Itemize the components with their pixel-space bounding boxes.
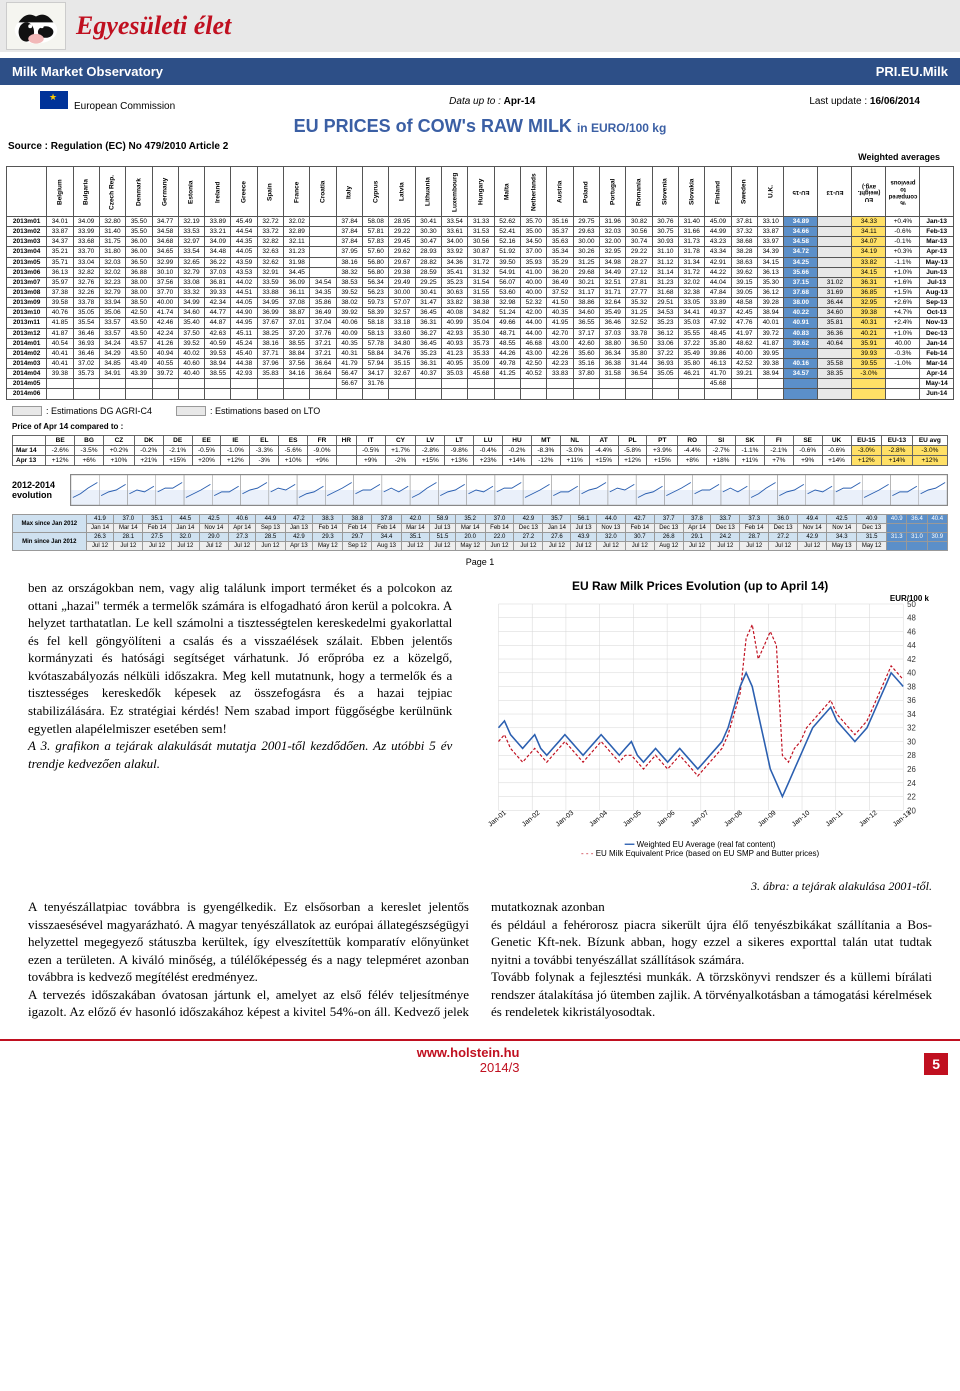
source-line: Source : Regulation (EC) No 479/2010 Art… xyxy=(8,141,960,152)
obs-right: PRI.EU.Milk xyxy=(876,64,948,79)
article-body: ben az országokban nem, vagy alig találu… xyxy=(0,579,960,894)
observatory-bar: Milk Market Observatory PRI.EU.Milk xyxy=(0,58,960,85)
eu-flag-icon xyxy=(40,91,68,109)
svg-text:22: 22 xyxy=(907,793,916,802)
compare-table: BEBGCZDKDEEEIEELESFRHRITCYLVLTLUHUMTNLAT… xyxy=(12,435,948,466)
svg-text:Jan-08: Jan-08 xyxy=(724,810,745,829)
svg-text:Jan-07: Jan-07 xyxy=(690,810,711,829)
svg-text:Jan-01: Jan-01 xyxy=(487,810,508,829)
chart2-title: EU Raw Milk Prices Evolution (up to Apri… xyxy=(468,579,932,593)
article-lower: A tenyészállatpiac továbbra is gyengélke… xyxy=(0,898,960,1021)
svg-text:44: 44 xyxy=(907,641,916,650)
svg-text:36: 36 xyxy=(907,696,916,705)
compare-label: Price of Apr 14 compared to : xyxy=(12,422,948,431)
svg-text:Jan-03: Jan-03 xyxy=(555,810,576,829)
svg-text:40: 40 xyxy=(907,669,916,678)
chart-main-title: EU PRICES of COW's RAW MILK in EURO/100 … xyxy=(0,116,960,137)
svg-text:34: 34 xyxy=(907,710,916,719)
evolution-sparklines: 2012-2014 evolution xyxy=(12,474,948,506)
svg-text:48: 48 xyxy=(907,614,916,623)
svg-text:32: 32 xyxy=(907,724,916,733)
svg-text:28: 28 xyxy=(907,751,916,760)
footer-url: www.holstein.hu xyxy=(417,1045,520,1060)
svg-text:Jan-02: Jan-02 xyxy=(521,810,542,829)
svg-text:Jan-04: Jan-04 xyxy=(589,810,610,829)
chart2-caption: 3. ábra: a tejárak alakulása 2001-től. xyxy=(468,879,932,894)
svg-text:46: 46 xyxy=(907,628,916,637)
obs-left: Milk Market Observatory xyxy=(12,64,163,79)
svg-text:Jan-12: Jan-12 xyxy=(859,810,880,829)
last-update: 16/06/2014 xyxy=(870,96,920,107)
footer-date: 2014/3 xyxy=(417,1060,520,1075)
svg-text:Jan-10: Jan-10 xyxy=(791,810,812,829)
minmax-table: Max since Jan 201241.937.035.144.542.540… xyxy=(12,514,948,551)
price-table: BelgiumBulgariaCzech Rep.DenmarkGermanyE… xyxy=(6,166,954,400)
svg-text:24: 24 xyxy=(907,779,916,788)
data-upto: Apr-14 xyxy=(504,96,536,107)
page-number-badge: 5 xyxy=(924,1053,948,1075)
section-title: Egyesületi élet xyxy=(76,11,231,41)
svg-text:Jan-13: Jan-13 xyxy=(892,810,913,829)
svg-text:Jan-11: Jan-11 xyxy=(825,810,845,829)
embedded-page-number: Page 1 xyxy=(0,557,960,567)
svg-text:Jan-09: Jan-09 xyxy=(757,810,778,829)
weighted-avg-label: Weighted averages xyxy=(0,152,940,162)
cow-logo xyxy=(6,2,66,50)
svg-text:Jan-06: Jan-06 xyxy=(656,810,677,829)
ec-meta-row: European Commission Data up to : Apr-14 … xyxy=(0,85,960,112)
page-footer: www.holstein.hu 2014/3 5 xyxy=(0,1039,960,1083)
chart2-legend: ━━ Weighted EU Average (real fat content… xyxy=(469,840,931,858)
ec-label: European Commission xyxy=(74,101,175,112)
magazine-header: Egyesületi élet xyxy=(0,0,960,52)
svg-text:Jan-05: Jan-05 xyxy=(622,810,643,829)
raw-milk-evolution-chart: EUR/100 k 202224262830323436384042444648… xyxy=(468,595,932,875)
left-column: ben az országokban nem, vagy alig találu… xyxy=(28,579,452,894)
svg-text:30: 30 xyxy=(907,738,916,747)
right-column-chart: EU Raw Milk Prices Evolution (up to Apri… xyxy=(468,579,932,894)
svg-text:38: 38 xyxy=(907,683,916,692)
estimation-legend: : Estimations DG AGRI-C4 : Estimations b… xyxy=(12,406,948,417)
svg-text:26: 26 xyxy=(907,765,916,774)
svg-text:42: 42 xyxy=(907,655,916,664)
